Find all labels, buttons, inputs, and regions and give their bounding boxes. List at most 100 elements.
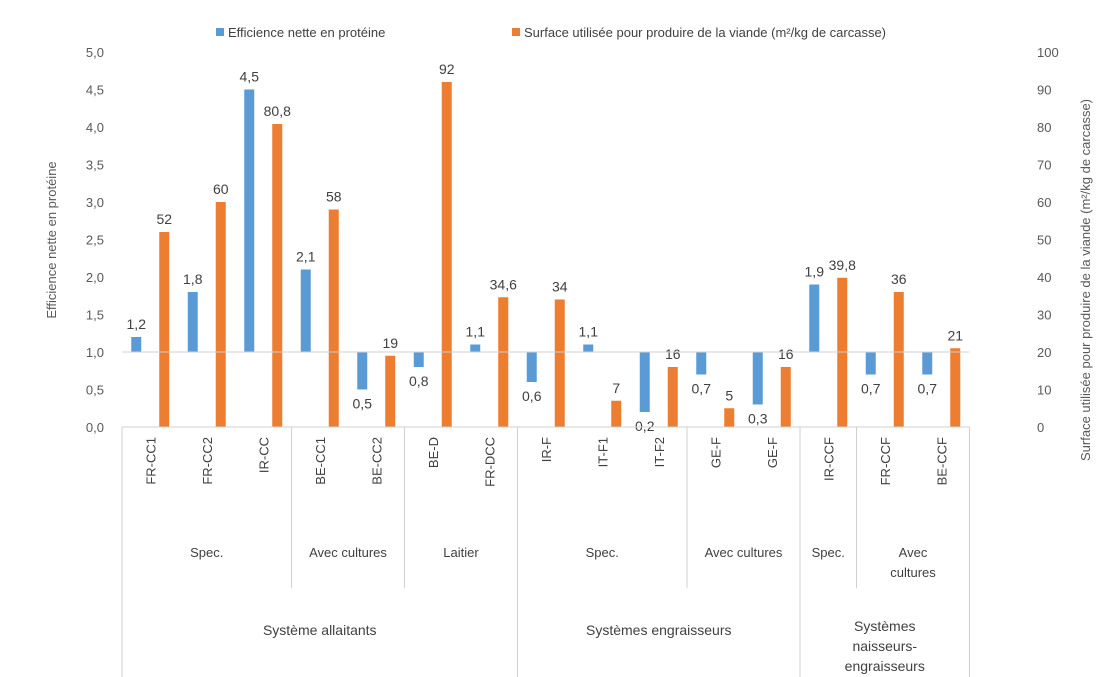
y-left-tick-label: 4,5 [86,83,104,98]
data-label-surface: 80,8 [264,103,291,119]
y-left-tick-label: 4,0 [86,120,104,135]
legend-swatch-efficience [216,28,224,36]
group-label: Système allaitants [263,622,377,638]
data-label-efficience: 0,5 [353,396,373,412]
y-left-tick-label: 2,0 [86,270,104,285]
y-right-tick-label: 100 [1037,45,1059,60]
data-label-efficience: 4,5 [240,69,260,85]
bar-efficience [696,352,707,375]
data-label-efficience: 1,8 [183,271,203,287]
data-label-surface: 34 [552,279,568,295]
data-label-efficience: 0,6 [522,388,542,404]
y-right-tick-label: 30 [1037,308,1051,323]
y-right-tick-label: 50 [1037,233,1051,248]
bar-surface [159,232,170,427]
bar-surface [667,367,678,427]
category-label: FR-DCC [482,437,497,487]
data-label-surface: 21 [947,327,963,343]
data-label-surface: 16 [778,346,794,362]
bar-surface [441,82,452,427]
bar-efficience [639,352,650,412]
bar-surface [611,400,622,427]
subgroup-label: Spec. [812,545,845,560]
data-label-efficience: 0,7 [861,381,881,397]
data-label-surface: 39,8 [829,257,856,273]
y-right-tick-label: 60 [1037,195,1051,210]
bar-surface [272,124,283,427]
y-right-tick-label: 0 [1037,420,1044,435]
data-label-surface: 34,6 [490,276,517,292]
data-label-efficience: 2,1 [296,249,316,265]
y-right-tick-label: 10 [1037,383,1051,398]
bar-surface [328,209,339,427]
legend-label-surface: Surface utilisée pour produire de la via… [524,25,886,40]
y-left-tick-label: 1,0 [86,345,104,360]
bar-efficience [357,352,368,390]
category-label: IT-F1 [595,437,610,467]
bar-surface [893,292,904,427]
y-left-tick-label: 2,5 [86,233,104,248]
group-label: Systèmes engraisseurs [586,622,732,638]
bar-surface [554,299,565,427]
y-left-tick-label: 3,5 [86,158,104,173]
bar-efficience [413,352,424,367]
legend: Efficience nette en protéine Surface uti… [216,25,886,40]
category-axis: FR-CC1 FR-CC2 IR-CC BE-CC1 BE-CC2 BE-D FR-DCC I… [121,351,970,677]
data-label-efficience: 0,7 [692,381,712,397]
category-label: BE-CC1 [313,437,328,485]
subgroup-label: Avec cultures [705,545,783,560]
data-label-surface: 7 [612,380,620,396]
bar-efficience [470,344,481,352]
data-label-efficience: 0,7 [918,381,938,397]
bar-efficience [187,292,198,352]
bar-surface [385,355,396,427]
category-label: FR-CC1 [143,437,158,485]
subgroup-label: Spec. [586,545,619,560]
y-right-tick-label: 90 [1037,83,1051,98]
category-label: GE-F [765,437,780,468]
subgroup-label: Laitier [443,545,479,560]
y-right-tick-label: 80 [1037,120,1051,135]
y-axis-left-ticks: 0,0 0,5 1,0 1,5 2,0 2,5 3,0 3,5 4,0 4,5 5,0 [86,45,104,435]
bar-surface [498,297,509,427]
y-axis-left-title: Efficience nette en protéine [44,161,59,318]
data-label-efficience: 0,3 [748,411,768,427]
bars [131,82,961,427]
category-label: FR-CCF [878,437,893,485]
y-right-tick-label: 20 [1037,345,1051,360]
category-label: BE-CC2 [369,437,384,485]
data-label-efficience: 0,8 [409,373,429,389]
bar-surface [780,367,791,427]
y-right-tick-label: 70 [1037,158,1051,173]
bar-efficience [809,284,820,352]
subgroup-label: Avec [899,545,928,560]
y-right-tick-label: 40 [1037,270,1051,285]
bar-efficience [526,352,537,382]
bar-efficience [300,269,311,352]
data-label-efficience: 1,2 [127,316,147,332]
bar-efficience [583,344,594,352]
data-label-surface: 58 [326,189,342,205]
group-label: Systèmes [854,618,915,634]
group-label: naisseurs- [852,638,917,654]
category-label: IR-CC [256,437,271,473]
category-label: IR-F [539,437,554,462]
bar-surface [950,348,961,427]
category-label: IT-F2 [652,437,667,467]
data-label-efficience: 0,2 [635,418,655,434]
category-label: BE-D [426,437,441,468]
subgroup-label: cultures [890,565,936,580]
y-left-tick-label: 0,0 [86,420,104,435]
data-label-efficience: 1,1 [466,324,486,340]
data-label-efficience: 1,9 [805,264,825,280]
category-label: GE-F [708,437,723,468]
bar-efficience [922,352,933,375]
data-label-surface: 19 [382,335,398,351]
data-label-surface: 92 [439,61,455,77]
legend-swatch-surface [512,28,520,36]
y-axis-right-title: Surface utilisée pour produire de la via… [1078,99,1093,461]
data-label-surface: 52 [156,211,172,227]
group-label: engraisseurs [845,658,925,674]
category-label: FR-CC2 [200,437,215,485]
bar-surface [215,202,226,427]
